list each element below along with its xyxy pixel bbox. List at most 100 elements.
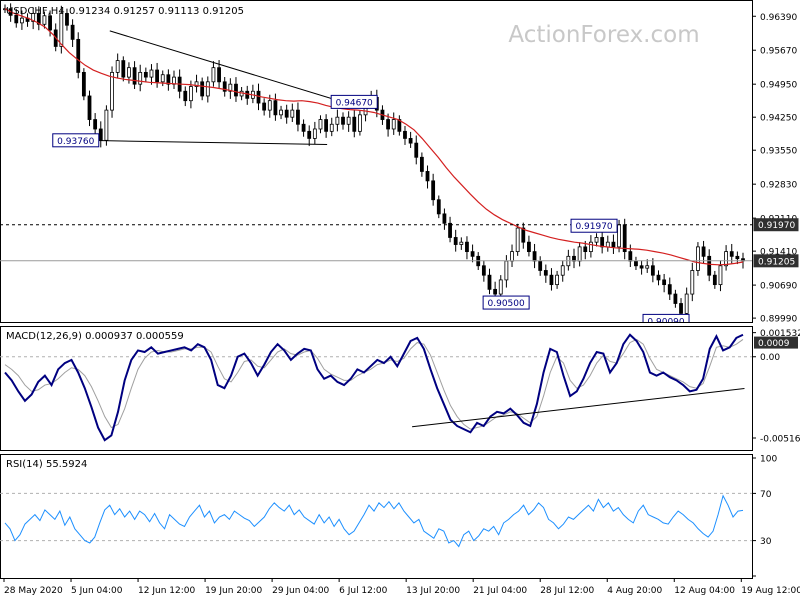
candle-body xyxy=(735,255,740,260)
candle-body xyxy=(662,279,667,286)
macd-trendline xyxy=(412,388,745,428)
rsi-tick-label: 30 xyxy=(760,537,772,547)
candle-body xyxy=(256,90,261,104)
macd-value-tag-bg xyxy=(754,336,798,349)
macd-line xyxy=(4,333,744,442)
price-label: 0.93760 xyxy=(57,137,94,147)
candle-body xyxy=(318,119,323,130)
candle-body xyxy=(127,67,131,78)
time-tick-label: 19 Jun 20:00 xyxy=(205,586,262,596)
candle-body xyxy=(442,213,447,224)
candle-body xyxy=(160,74,165,83)
candle-body xyxy=(487,274,492,290)
candle-body xyxy=(527,241,531,253)
rsi-panel xyxy=(0,454,753,579)
candle-body xyxy=(301,123,306,132)
candle-body xyxy=(724,251,728,267)
candle-body xyxy=(87,95,92,120)
price-label-box xyxy=(482,295,530,310)
rsi-tick-label: 70 xyxy=(760,490,772,500)
candle-body xyxy=(515,227,520,253)
candle-body xyxy=(262,102,267,111)
candle-body xyxy=(436,199,441,215)
candle-body xyxy=(81,71,86,97)
candle-body xyxy=(42,15,47,25)
time-tick-label: 28 May 2020 xyxy=(4,586,63,596)
trendline xyxy=(109,30,358,107)
rsi-title: RSI(14) 55.5924 xyxy=(6,459,87,470)
rsi-plot xyxy=(0,492,752,548)
candle-body xyxy=(588,241,593,253)
candle-body xyxy=(403,130,407,139)
candle-body xyxy=(296,109,300,125)
candle-body xyxy=(690,270,695,295)
price-tick-label: 0.92830 xyxy=(760,181,797,191)
candle-body xyxy=(431,180,436,201)
time-tick-label: 12 Aug 04:00 xyxy=(674,586,735,596)
main-plot: 0.93760 0.94670 0.90500 0.91970 0.90090 xyxy=(0,3,752,327)
price-tick-label: 0.91410 xyxy=(760,248,797,258)
candle-body xyxy=(183,90,188,102)
time-tick-label: 13 Jul 20:00 xyxy=(406,586,460,596)
candle-body xyxy=(628,251,633,262)
moving-average-line xyxy=(4,8,744,266)
candle-body xyxy=(453,237,458,245)
price-tick-label: 0.94250 xyxy=(760,114,797,124)
candle-body xyxy=(138,71,143,85)
candle-body xyxy=(622,224,627,253)
price-label: 0.90500 xyxy=(488,299,525,309)
macd-signal-line xyxy=(4,338,744,430)
candle-body xyxy=(245,90,250,99)
price-label-box xyxy=(570,218,618,233)
candle-body xyxy=(290,109,295,118)
macd-tick-label: -0.005164 xyxy=(760,434,800,444)
candle-body xyxy=(701,246,706,257)
price-label-box xyxy=(642,313,690,322)
candle-body xyxy=(594,237,599,243)
candle-body xyxy=(132,67,137,85)
candle-body xyxy=(222,81,227,92)
candle-body xyxy=(577,246,582,262)
candle-body xyxy=(358,114,362,132)
candle-body xyxy=(673,293,678,304)
price-tick-label: 0.90690 xyxy=(760,282,797,292)
candle-body xyxy=(667,284,672,295)
candle-body xyxy=(98,128,103,141)
candle-body xyxy=(448,222,452,238)
price-label: 0.90090 xyxy=(647,317,684,327)
candle-body xyxy=(324,119,329,132)
candle-body xyxy=(650,265,655,276)
candle-body xyxy=(386,119,390,130)
candle-body xyxy=(419,156,424,172)
candle-body xyxy=(634,260,638,267)
level-price-tag: 0.91970 xyxy=(758,221,795,231)
candle-body xyxy=(679,303,683,314)
candle-body xyxy=(104,109,109,141)
candle-body xyxy=(425,171,430,182)
candle-body xyxy=(65,13,69,26)
candle-body xyxy=(583,246,588,253)
candle-body xyxy=(31,13,36,22)
candle-body xyxy=(59,13,64,47)
level-price-tag-bg xyxy=(753,218,799,232)
candle-body xyxy=(639,265,644,269)
time-tick-label: 29 Jun 04:00 xyxy=(272,586,329,596)
candle-body xyxy=(267,100,272,111)
macd-tick-label: 0.001532 xyxy=(760,329,800,339)
candle-body xyxy=(543,270,548,276)
candle-body xyxy=(504,260,509,281)
candle-body xyxy=(217,67,221,83)
candle-body xyxy=(228,83,233,92)
candle-body xyxy=(115,60,120,73)
price-tick-label: 0.93550 xyxy=(760,147,797,157)
candle-body xyxy=(93,119,98,130)
candle-body xyxy=(48,15,52,31)
candle-body xyxy=(36,13,41,25)
candle-body xyxy=(555,274,559,286)
current-price-tag: 0.91205 xyxy=(758,257,795,267)
candle-body xyxy=(14,14,19,24)
candle-body xyxy=(143,71,148,78)
candle-body xyxy=(408,138,413,144)
price-label-box xyxy=(330,94,378,109)
main-panel xyxy=(0,0,753,323)
